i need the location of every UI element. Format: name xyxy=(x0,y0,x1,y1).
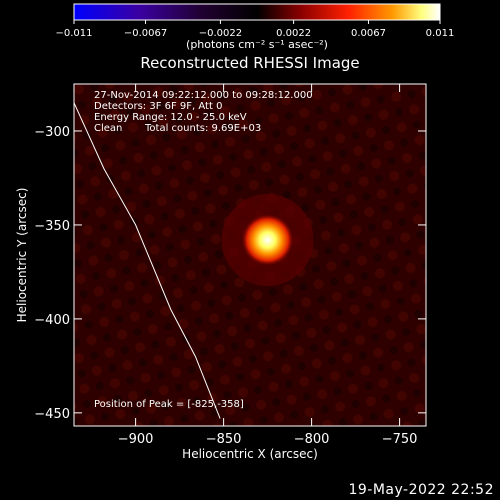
image-area xyxy=(74,84,426,426)
x-tick-label: −900 xyxy=(118,432,154,447)
annotation-peak-position: Position of Peak = [-825,-358] xyxy=(94,399,244,410)
annotation-energy: Energy Range: 12.0 - 25.0 keV xyxy=(94,112,247,123)
y-tick-label: −400 xyxy=(34,313,70,328)
colorbar-tick-label: −0.0022 xyxy=(199,28,242,39)
colorbar-tick-label: −0.0067 xyxy=(124,28,167,39)
annotation-clean: Clean xyxy=(94,123,122,134)
y-tick-label: −300 xyxy=(34,125,70,140)
annotation-detectors: Detectors: 3F 6F 9F, Att 0 xyxy=(94,101,222,112)
peak-source xyxy=(241,213,294,266)
colorbar-tick-label: 0.0067 xyxy=(351,28,386,39)
plot-frame xyxy=(73,83,427,427)
colorbar-tick-label: 0.011 xyxy=(426,28,455,39)
x-tick-label: −850 xyxy=(206,432,242,447)
y-axis-ticks: −300 −350 −400 −450 xyxy=(34,125,426,422)
y-axis-label: Heliocentric Y (arcsec) xyxy=(15,188,29,323)
x-axis-label: Heliocentric X (arcsec) xyxy=(182,447,318,461)
annotation-counts: Total counts: 9.69E+03 xyxy=(144,123,261,134)
colorbar xyxy=(73,3,441,21)
solar-limb-curve xyxy=(74,102,221,419)
colorbar-units-label: (photons cm⁻² s⁻¹ asec⁻²) xyxy=(186,38,328,51)
chart-title: Reconstructed RHESSI Image xyxy=(140,54,359,72)
colorbar-ticks: −0.011 −0.0067 −0.0022 0.0022 0.0067 0.011 xyxy=(55,20,454,39)
x-axis-ticks: −900 −850 −800 −750 xyxy=(118,84,418,447)
annotation-time-range: 27-Nov-2014 09:22:12.000 to 09:28:12.000 xyxy=(94,90,313,101)
colorbar-tick-label: −0.011 xyxy=(55,28,92,39)
x-tick-label: −750 xyxy=(382,432,418,447)
y-tick-label: −450 xyxy=(34,407,70,422)
timestamp: 19-May-2022 22:52 xyxy=(348,482,494,498)
y-tick-label: −350 xyxy=(34,219,70,234)
x-tick-label: −800 xyxy=(294,432,330,447)
colorbar-tick-label: 0.0022 xyxy=(276,28,311,39)
